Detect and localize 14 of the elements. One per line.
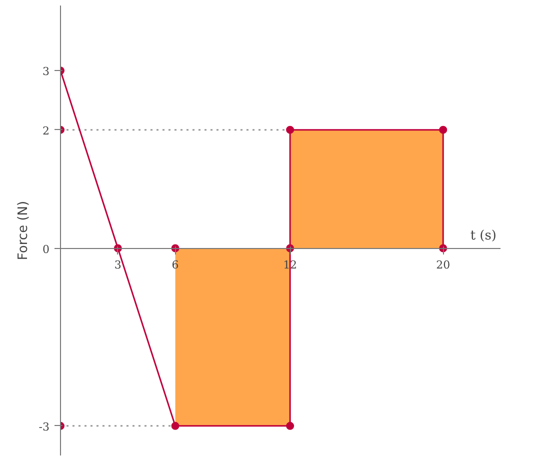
x-tick-label: 20 — [436, 258, 450, 272]
point — [439, 126, 448, 134]
point — [286, 126, 294, 134]
y-tick-label: 3 — [42, 65, 50, 78]
y-tick-label: -3 — [38, 420, 50, 434]
x-tick-label: 12 — [283, 258, 298, 272]
y-tick-label: 0 — [42, 242, 50, 256]
x-axis-title: t (s) — [470, 228, 496, 244]
x-tick-label: 3 — [114, 258, 122, 272]
point — [286, 422, 294, 430]
y-axis-title: Force (N) — [16, 200, 31, 260]
point — [171, 422, 180, 430]
y-tick-label: 2 — [42, 124, 50, 138]
x-tick-label: 6 — [172, 258, 179, 272]
